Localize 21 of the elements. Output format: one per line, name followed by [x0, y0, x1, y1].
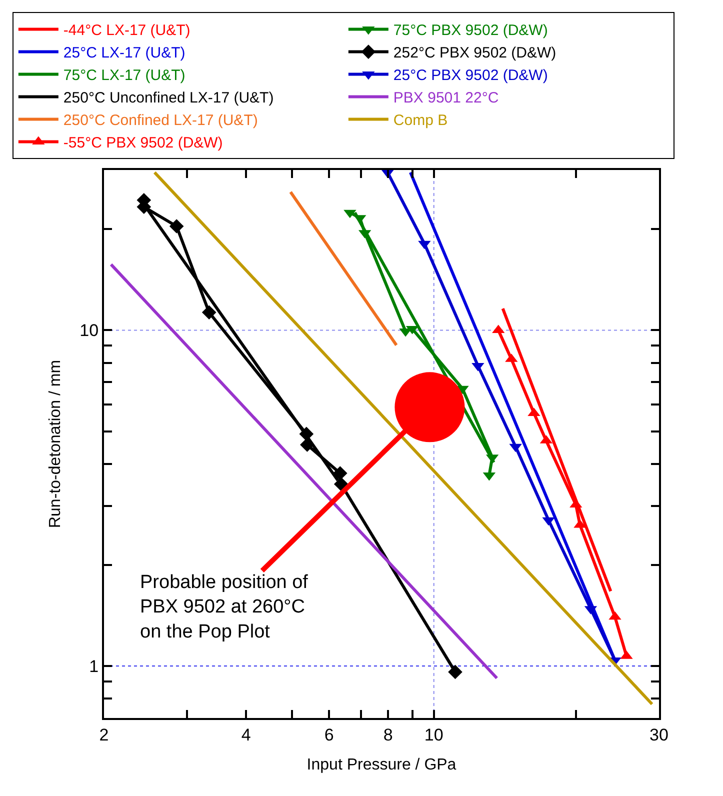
legend-label: Comp B — [393, 112, 448, 130]
y-axis-title: Run-to-detonation / mm — [47, 360, 64, 528]
x-tick-label: 2 — [99, 725, 109, 744]
legend-label: -55°C PBX 9502 (D&W) — [63, 134, 223, 152]
x-tick-label: 30 — [650, 725, 668, 744]
annotation: Probable position of PBX 9502 at 260°C on the Pop Plot — [140, 572, 309, 642]
legend-label: -44°C LX-17 (U&T) — [63, 22, 190, 40]
x-tick-label: 6 — [324, 725, 334, 744]
legend-label: PBX 9501 22°C — [393, 90, 499, 107]
x-tick-label: 4 — [241, 725, 251, 744]
legend-label: 25°C PBX 9502 (D&W) — [393, 67, 548, 84]
legend-label: 250°C Confined LX-17 (U&T) — [63, 112, 258, 130]
legend-label: 75°C LX-17 (U&T) — [63, 67, 186, 84]
legend-label: 25°C LX-17 (U&T) — [63, 44, 186, 62]
legend-label: 252°C PBX 9502 (D&W) — [393, 44, 556, 62]
legend-label: 75°C PBX 9502 (D&W) — [393, 22, 548, 40]
x-tick-label: 8 — [383, 725, 393, 744]
y-tick-label: 1 — [89, 656, 99, 676]
x-axis-title: Input Pressure / GPa — [306, 756, 456, 774]
legend-label: 250°C Unconfined LX-17 (U&T) — [63, 90, 274, 107]
x-tick-label: 10 — [424, 725, 444, 744]
